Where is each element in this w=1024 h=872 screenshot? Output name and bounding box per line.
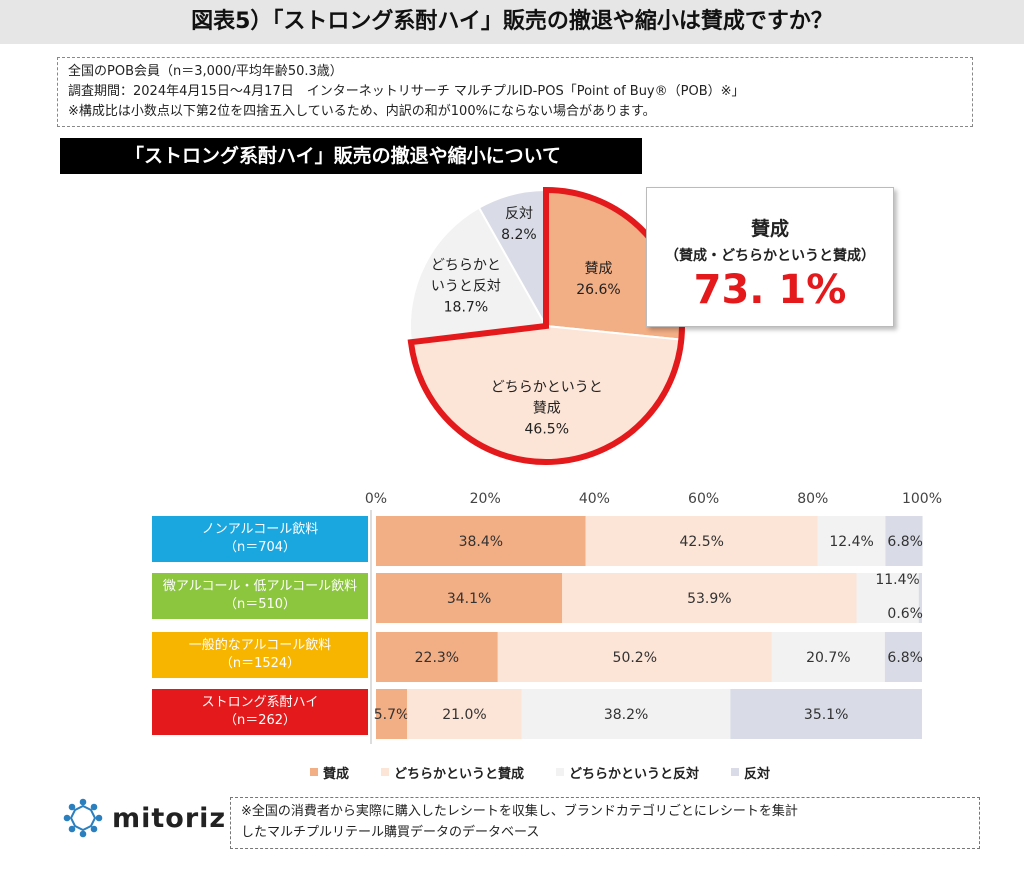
callout-subtitle: （賛成・どちらかというと賛成） <box>665 248 875 264</box>
footnote-line: ※全国の消費者から実際に購入したレシートを収集し、ブランドカテゴリごとにレシート… <box>241 804 798 819</box>
bar-data-label: 38.2% <box>604 707 648 723</box>
footnote: ※全国の消費者から実際に購入したレシートを収集し、ブランドカテゴリごとにレシート… <box>230 797 980 849</box>
bar-data-label: 6.8% <box>887 534 923 550</box>
bar-data-label: 0.6% <box>887 606 923 622</box>
bar-segment-agree <box>376 516 586 566</box>
pie-slice-label: 反対 8.2% <box>501 206 537 243</box>
bar-segment-disagree <box>885 516 923 566</box>
bar-segment-disagree <box>730 689 922 739</box>
bar-segment-somewhat-disagree <box>521 689 731 739</box>
stacked-bar-chart: 0% 20% 40% 60% 80% 100% 38.4% 42.5% 12.4% 6.8% 34.… <box>365 491 942 744</box>
bar-segment-somewhat-disagree <box>856 573 919 623</box>
bar-segment-agree <box>376 632 498 682</box>
bar-segment-somewhat-disagree <box>817 516 886 566</box>
bar-segment-somewhat-agree <box>585 516 818 566</box>
bar-segment-agree <box>376 573 563 623</box>
legend-label: どちらかというと賛成 <box>394 766 525 782</box>
legend-item-somewhat-agree: どちらかというと賛成 <box>381 763 524 782</box>
survey-notes: 全国のPOB会員（n＝3,000/平均年齢50.3歳） 調査期間：2024年4月… <box>57 57 973 127</box>
bar-data-label: 38.4% <box>459 534 503 550</box>
x-tick-label: 40% <box>579 491 610 507</box>
bar-data-label: 42.5% <box>679 534 723 550</box>
legend-label: 賛成 <box>323 766 350 782</box>
category-n: （n＝704） <box>223 540 297 555</box>
category-name: 一般的なアルコール飲料 <box>188 638 332 653</box>
page-title: 図表5）「ストロング系酎ハイ」販売の撤退や縮小は賛成ですか？ <box>0 0 1024 44</box>
bar-data-label: 20.7% <box>806 650 850 666</box>
x-tick-label: 60% <box>688 491 719 507</box>
callout-title: 賛成 <box>750 218 789 240</box>
bar-data-label: 22.3% <box>415 650 459 666</box>
category-name: ストロング系酎ハイ <box>201 695 319 710</box>
category-label-strong-chuhai: ストロング系酎ハイ （n＝262） <box>152 689 368 735</box>
bar-data-label: 50.2% <box>613 650 657 666</box>
x-tick-label: 100% <box>902 491 942 507</box>
bar-segment-agree <box>376 689 408 739</box>
bar-data-label: 21.0% <box>442 707 486 723</box>
legend-swatch <box>310 768 318 776</box>
note-line: ※構成比は小数点以下第2位を四捨五入しているため、内訳の和が100%にならない場… <box>68 104 656 119</box>
x-tick-label: 20% <box>470 491 501 507</box>
category-n: （n＝1524） <box>219 656 301 671</box>
pie-slice-somewhat-disagree <box>409 206 548 344</box>
agree-highlight-outline <box>407 186 685 465</box>
category-label-low-alcohol: 微アルコール・低アルコール飲料 （n＝510） <box>152 573 368 619</box>
category-label-non-alcohol: ノンアルコール飲料 （n＝704） <box>152 516 368 562</box>
category-n: （n＝510） <box>223 597 297 612</box>
section-heading: 「ストロング系酎ハイ」販売の撤退や縮小について <box>60 138 642 174</box>
bar-data-label: 5.7% <box>374 707 410 723</box>
category-name: ノンアルコール飲料 <box>201 522 319 537</box>
bar-data-label: 34.1% <box>447 591 491 607</box>
bar-data-label: 12.4% <box>829 534 873 550</box>
category-label-regular-alcohol: 一般的なアルコール飲料 （n＝1524） <box>152 632 368 678</box>
bar-data-label: 35.1% <box>804 707 848 723</box>
legend-swatch <box>381 768 390 776</box>
footnote-line: したマルチプルリテール購買データのデータベース <box>241 825 540 840</box>
bar-data-label: 53.9% <box>687 591 731 607</box>
legend-item-agree: 賛成 <box>310 763 349 782</box>
legend-swatch <box>556 768 565 776</box>
bar-segment-somewhat-agree <box>407 689 522 739</box>
agree-total-callout: 賛成 （賛成・どちらかというと賛成） 73. 1% <box>646 187 894 327</box>
legend-item-somewhat-disagree: どちらかというと反対 <box>556 763 699 782</box>
logo-icon <box>63 798 103 838</box>
note-line: 全国のPOB会員（n＝3,000/平均年齢50.3歳） <box>68 64 343 79</box>
legend-item-disagree: 反対 <box>731 763 770 782</box>
legend-label: 反対 <box>744 766 771 782</box>
x-tick-label: 0% <box>365 491 387 507</box>
bar-data-label: 11.4% <box>875 572 919 588</box>
note-line: 調査期間：2024年4月15日～4月17日 インターネットリサーチ マルチプルI… <box>68 84 745 99</box>
bar-segment-somewhat-agree <box>562 573 857 623</box>
legend-label: どちらかというと反対 <box>569 766 700 782</box>
legend-swatch <box>731 768 740 776</box>
bar-segment-somewhat-disagree <box>771 632 885 682</box>
bar-segment-disagree <box>884 632 922 682</box>
pie-slice-label: 賛成 26.6% <box>576 261 620 298</box>
pie-slice-label: どちらかというと反対 18.7% <box>431 258 501 316</box>
callout-value: 73. 1% <box>693 267 847 313</box>
mitoriz-logo: mitoriz <box>62 797 226 839</box>
logo-text: mitoriz <box>112 802 227 834</box>
chart-legend: 賛成 どちらかというと賛成 どちらかというと反対 反対 <box>310 762 802 782</box>
bar-segment-somewhat-agree <box>497 632 772 682</box>
bar-segment-disagree <box>918 573 922 623</box>
category-name: 微アルコール・低アルコール飲料 <box>162 579 358 594</box>
x-tick-label: 80% <box>797 491 828 507</box>
bar-data-label: 6.8% <box>887 650 923 666</box>
category-n: （n＝262） <box>223 713 297 728</box>
pie-slice-label: どちらかというと賛成 46.5% <box>491 380 603 438</box>
